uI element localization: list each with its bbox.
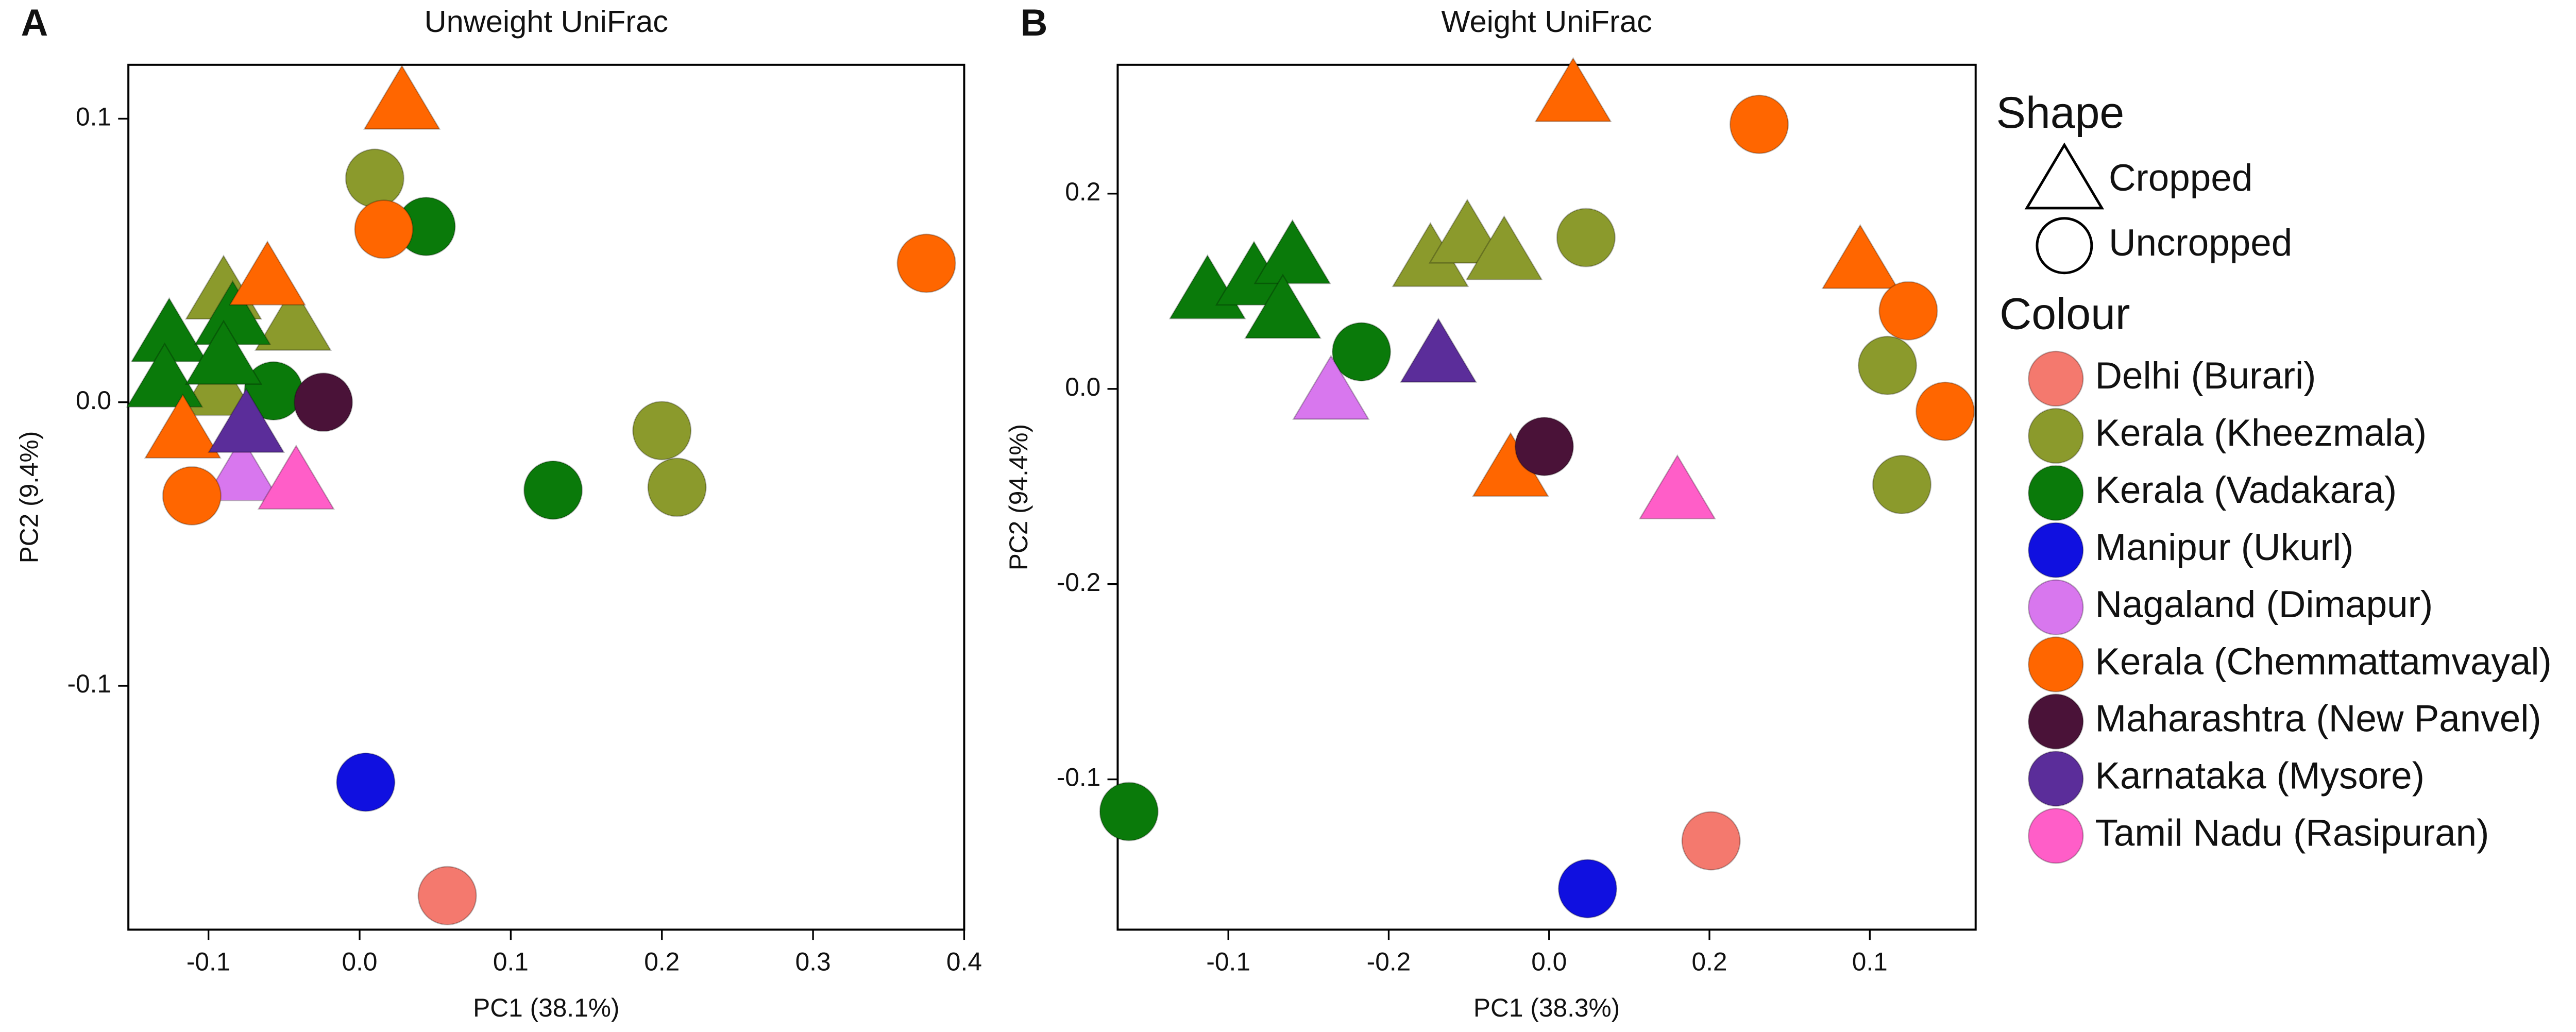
- point: [632, 401, 692, 461]
- legend-label: Maharashtra (New Panvel): [2095, 698, 2541, 740]
- x-tick-label: 0.1: [1852, 948, 1888, 976]
- point: [363, 64, 441, 130]
- point: [294, 373, 353, 432]
- legend-swatch: [2028, 636, 2084, 692]
- point: [1638, 454, 1716, 520]
- x-tick-label: -0.2: [1367, 948, 1411, 976]
- point: [1872, 454, 1932, 515]
- point: [1556, 208, 1616, 267]
- chart-title: Unweight UniFrac: [425, 4, 668, 39]
- y-tick-label: 0.2: [1065, 177, 1100, 206]
- legend-label: Cropped: [2109, 157, 2252, 199]
- point: [1514, 416, 1574, 477]
- point: [1292, 354, 1370, 420]
- point: [1681, 811, 1741, 871]
- point: [254, 285, 332, 351]
- legend-title: Shape: [1996, 88, 2124, 138]
- point: [144, 393, 222, 459]
- legend-title: Colour: [1999, 290, 2130, 339]
- legend-label: Kerala (Chemmattamvayal): [2095, 641, 2551, 683]
- point: [126, 342, 204, 408]
- point: [1331, 322, 1392, 382]
- point: [162, 466, 222, 526]
- x-tick-label: 0.0: [1531, 948, 1567, 976]
- y-tick-label: 0.0: [76, 386, 111, 415]
- y-axis-label: PC2 (94.4%): [1004, 424, 1033, 570]
- legend-swatch: [2028, 408, 2084, 464]
- point: [336, 752, 396, 812]
- point: [1915, 381, 1975, 441]
- y-tick-label: -0.1: [1057, 763, 1101, 792]
- x-tick-label: 0.4: [946, 948, 982, 976]
- point: [896, 233, 956, 293]
- point: [1729, 94, 1789, 154]
- y-tick-label: 0.0: [1065, 373, 1100, 401]
- legend-shape: [2036, 217, 2093, 275]
- legend-swatch: [2028, 350, 2084, 407]
- x-tick-label: 0.0: [342, 948, 378, 976]
- x-axis-label: PC1 (38.3%): [1473, 993, 1620, 1022]
- y-axis-label: PC2 (9.4%): [15, 431, 44, 564]
- x-axis-label: PC1 (38.1%): [473, 993, 619, 1022]
- point: [417, 866, 477, 925]
- point: [523, 460, 583, 520]
- legend-label: Kerala (Kheezmala): [2095, 412, 2427, 454]
- point: [184, 319, 263, 385]
- legend-swatch: [2028, 751, 2084, 807]
- legend-label: Manipur (Ukurl): [2095, 527, 2353, 568]
- legend-label: Karnataka (Mysore): [2095, 755, 2425, 797]
- legend-swatch: [2028, 522, 2084, 579]
- legend-swatch: [2028, 579, 2084, 635]
- legend-label: Nagaland (Dimapur): [2095, 584, 2433, 625]
- point: [1534, 57, 1612, 122]
- point: [1465, 215, 1543, 280]
- legend-label: Uncropped: [2109, 222, 2292, 264]
- y-tick-label: 0.1: [76, 102, 111, 131]
- panel-label: B: [1021, 2, 1048, 44]
- point: [257, 444, 335, 510]
- legend-swatch: [2028, 693, 2084, 750]
- legend-swatch: [2028, 807, 2084, 864]
- point: [647, 458, 707, 517]
- point: [1253, 219, 1331, 284]
- point: [345, 148, 404, 208]
- point: [1857, 335, 1918, 395]
- point: [1399, 317, 1478, 383]
- y-tick-label: -0.2: [1057, 568, 1101, 597]
- point: [1821, 224, 1899, 289]
- x-tick-label: -0.1: [1206, 948, 1250, 976]
- x-tick-label: 0.1: [493, 948, 529, 976]
- point: [1099, 782, 1159, 841]
- legend-label: Delhi (Burari): [2095, 355, 2316, 397]
- panel-label: A: [21, 2, 48, 44]
- point: [228, 240, 307, 306]
- legend-shape: [2024, 142, 2105, 210]
- point: [1878, 281, 1938, 341]
- legend-label: Tamil Nadu (Rasipuran): [2095, 812, 2489, 854]
- x-tick-label: 0.3: [795, 948, 831, 976]
- x-tick-label: -0.1: [187, 948, 231, 976]
- x-tick-label: 0.2: [644, 948, 680, 976]
- point: [207, 387, 285, 453]
- legend-label: Kerala (Vadakara): [2095, 469, 2397, 511]
- point: [1557, 859, 1618, 919]
- x-tick-label: 0.2: [1691, 948, 1727, 976]
- plot-frame: [1116, 63, 1977, 931]
- plot-frame: [127, 63, 965, 931]
- y-tick-label: -0.1: [67, 669, 111, 698]
- chart-title: Weight UniFrac: [1441, 4, 1652, 39]
- legend-swatch: [2028, 465, 2084, 521]
- point: [354, 199, 414, 259]
- point: [203, 436, 281, 501]
- point: [1244, 274, 1322, 339]
